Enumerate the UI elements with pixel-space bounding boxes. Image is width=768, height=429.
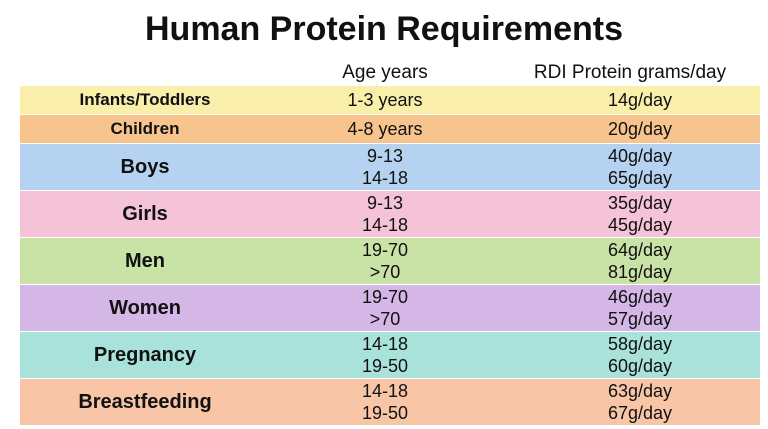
- row-group-label: Girls: [122, 202, 168, 225]
- age-value: 19-70: [361, 240, 409, 260]
- table-row: Pregnancy 14-18 19-50 58g/day 60g/day: [20, 332, 760, 379]
- row-group-label: Children: [110, 119, 180, 138]
- row-rdi-cell: 35g/day 45g/day: [520, 191, 760, 237]
- table-row: Girls 9-13 14-18 35g/day 45g/day: [20, 191, 760, 238]
- row-age-cell: 14-18 19-50: [300, 332, 470, 378]
- rdi-value: 65g/day: [607, 168, 673, 188]
- rdi-value: 81g/day: [607, 262, 673, 282]
- rdi-value: 35g/day: [607, 193, 673, 213]
- row-group-label: Infants/Toddlers: [79, 90, 211, 109]
- table-row: Children 4-8 years 20g/day: [20, 115, 760, 144]
- row-rdi-cell: 14g/day: [520, 86, 760, 114]
- row-group-label: Boys: [120, 155, 170, 178]
- age-value: >70: [369, 262, 401, 282]
- header-rdi: RDI Protein grams/day: [533, 62, 727, 83]
- page-title: Human Protein Requirements: [145, 10, 623, 48]
- age-value: 19-50: [361, 356, 409, 376]
- age-value: >70: [369, 309, 401, 329]
- protein-table: Infants/Toddlers 1-3 years 14g/day Child…: [20, 86, 760, 426]
- rdi-value: 60g/day: [607, 356, 673, 376]
- row-age-cell: 19-70 >70: [300, 285, 470, 331]
- row-group-label: Women: [109, 296, 181, 319]
- age-value: 19-50: [361, 403, 409, 423]
- table-row: Men 19-70 >70 64g/day 81g/day: [20, 238, 760, 285]
- rdi-value: 58g/day: [607, 334, 673, 354]
- age-value: 9-13: [366, 146, 404, 166]
- rdi-value: 63g/day: [607, 381, 673, 401]
- rdi-value: 64g/day: [607, 240, 673, 260]
- rdi-value: 57g/day: [607, 309, 673, 329]
- age-value: 4-8 years: [347, 119, 423, 139]
- age-value: 14-18: [361, 215, 409, 235]
- row-age-cell: 4-8 years: [300, 115, 470, 143]
- table-row: Infants/Toddlers 1-3 years 14g/day: [20, 86, 760, 115]
- row-rdi-cell: 64g/day 81g/day: [520, 238, 760, 284]
- table-row: Boys 9-13 14-18 40g/day 65g/day: [20, 144, 760, 191]
- row-age-cell: 9-13 14-18: [300, 191, 470, 237]
- row-rdi-cell: 58g/day 60g/day: [520, 332, 760, 378]
- table-row: Breastfeeding 14-18 19-50 63g/day 67g/da…: [20, 379, 760, 426]
- rdi-value: 20g/day: [607, 119, 673, 139]
- rdi-value: 14g/day: [607, 90, 673, 110]
- row-group-label: Men: [125, 249, 165, 272]
- row-age-cell: 14-18 19-50: [300, 379, 470, 425]
- header-age: Age years: [342, 62, 428, 83]
- row-rdi-cell: 46g/day 57g/day: [520, 285, 760, 331]
- row-age-cell: 19-70 >70: [300, 238, 470, 284]
- rdi-value: 46g/day: [607, 287, 673, 307]
- age-value: 14-18: [361, 381, 409, 401]
- age-value: 14-18: [361, 168, 409, 188]
- row-group-label: Pregnancy: [93, 343, 197, 366]
- table-row: Women 19-70 >70 46g/day 57g/day: [20, 285, 760, 332]
- age-value: 14-18: [361, 334, 409, 354]
- rdi-value: 67g/day: [607, 403, 673, 423]
- age-value: 9-13: [366, 193, 404, 213]
- row-group-label: Breastfeeding: [78, 390, 212, 413]
- row-age-cell: 9-13 14-18: [300, 144, 470, 190]
- age-value: 19-70: [361, 287, 409, 307]
- rdi-value: 40g/day: [607, 146, 673, 166]
- row-age-cell: 1-3 years: [300, 86, 470, 114]
- row-rdi-cell: 20g/day: [520, 115, 760, 143]
- rdi-value: 45g/day: [607, 215, 673, 235]
- age-value: 1-3 years: [347, 90, 423, 110]
- row-rdi-cell: 63g/day 67g/day: [520, 379, 760, 425]
- row-rdi-cell: 40g/day 65g/day: [520, 144, 760, 190]
